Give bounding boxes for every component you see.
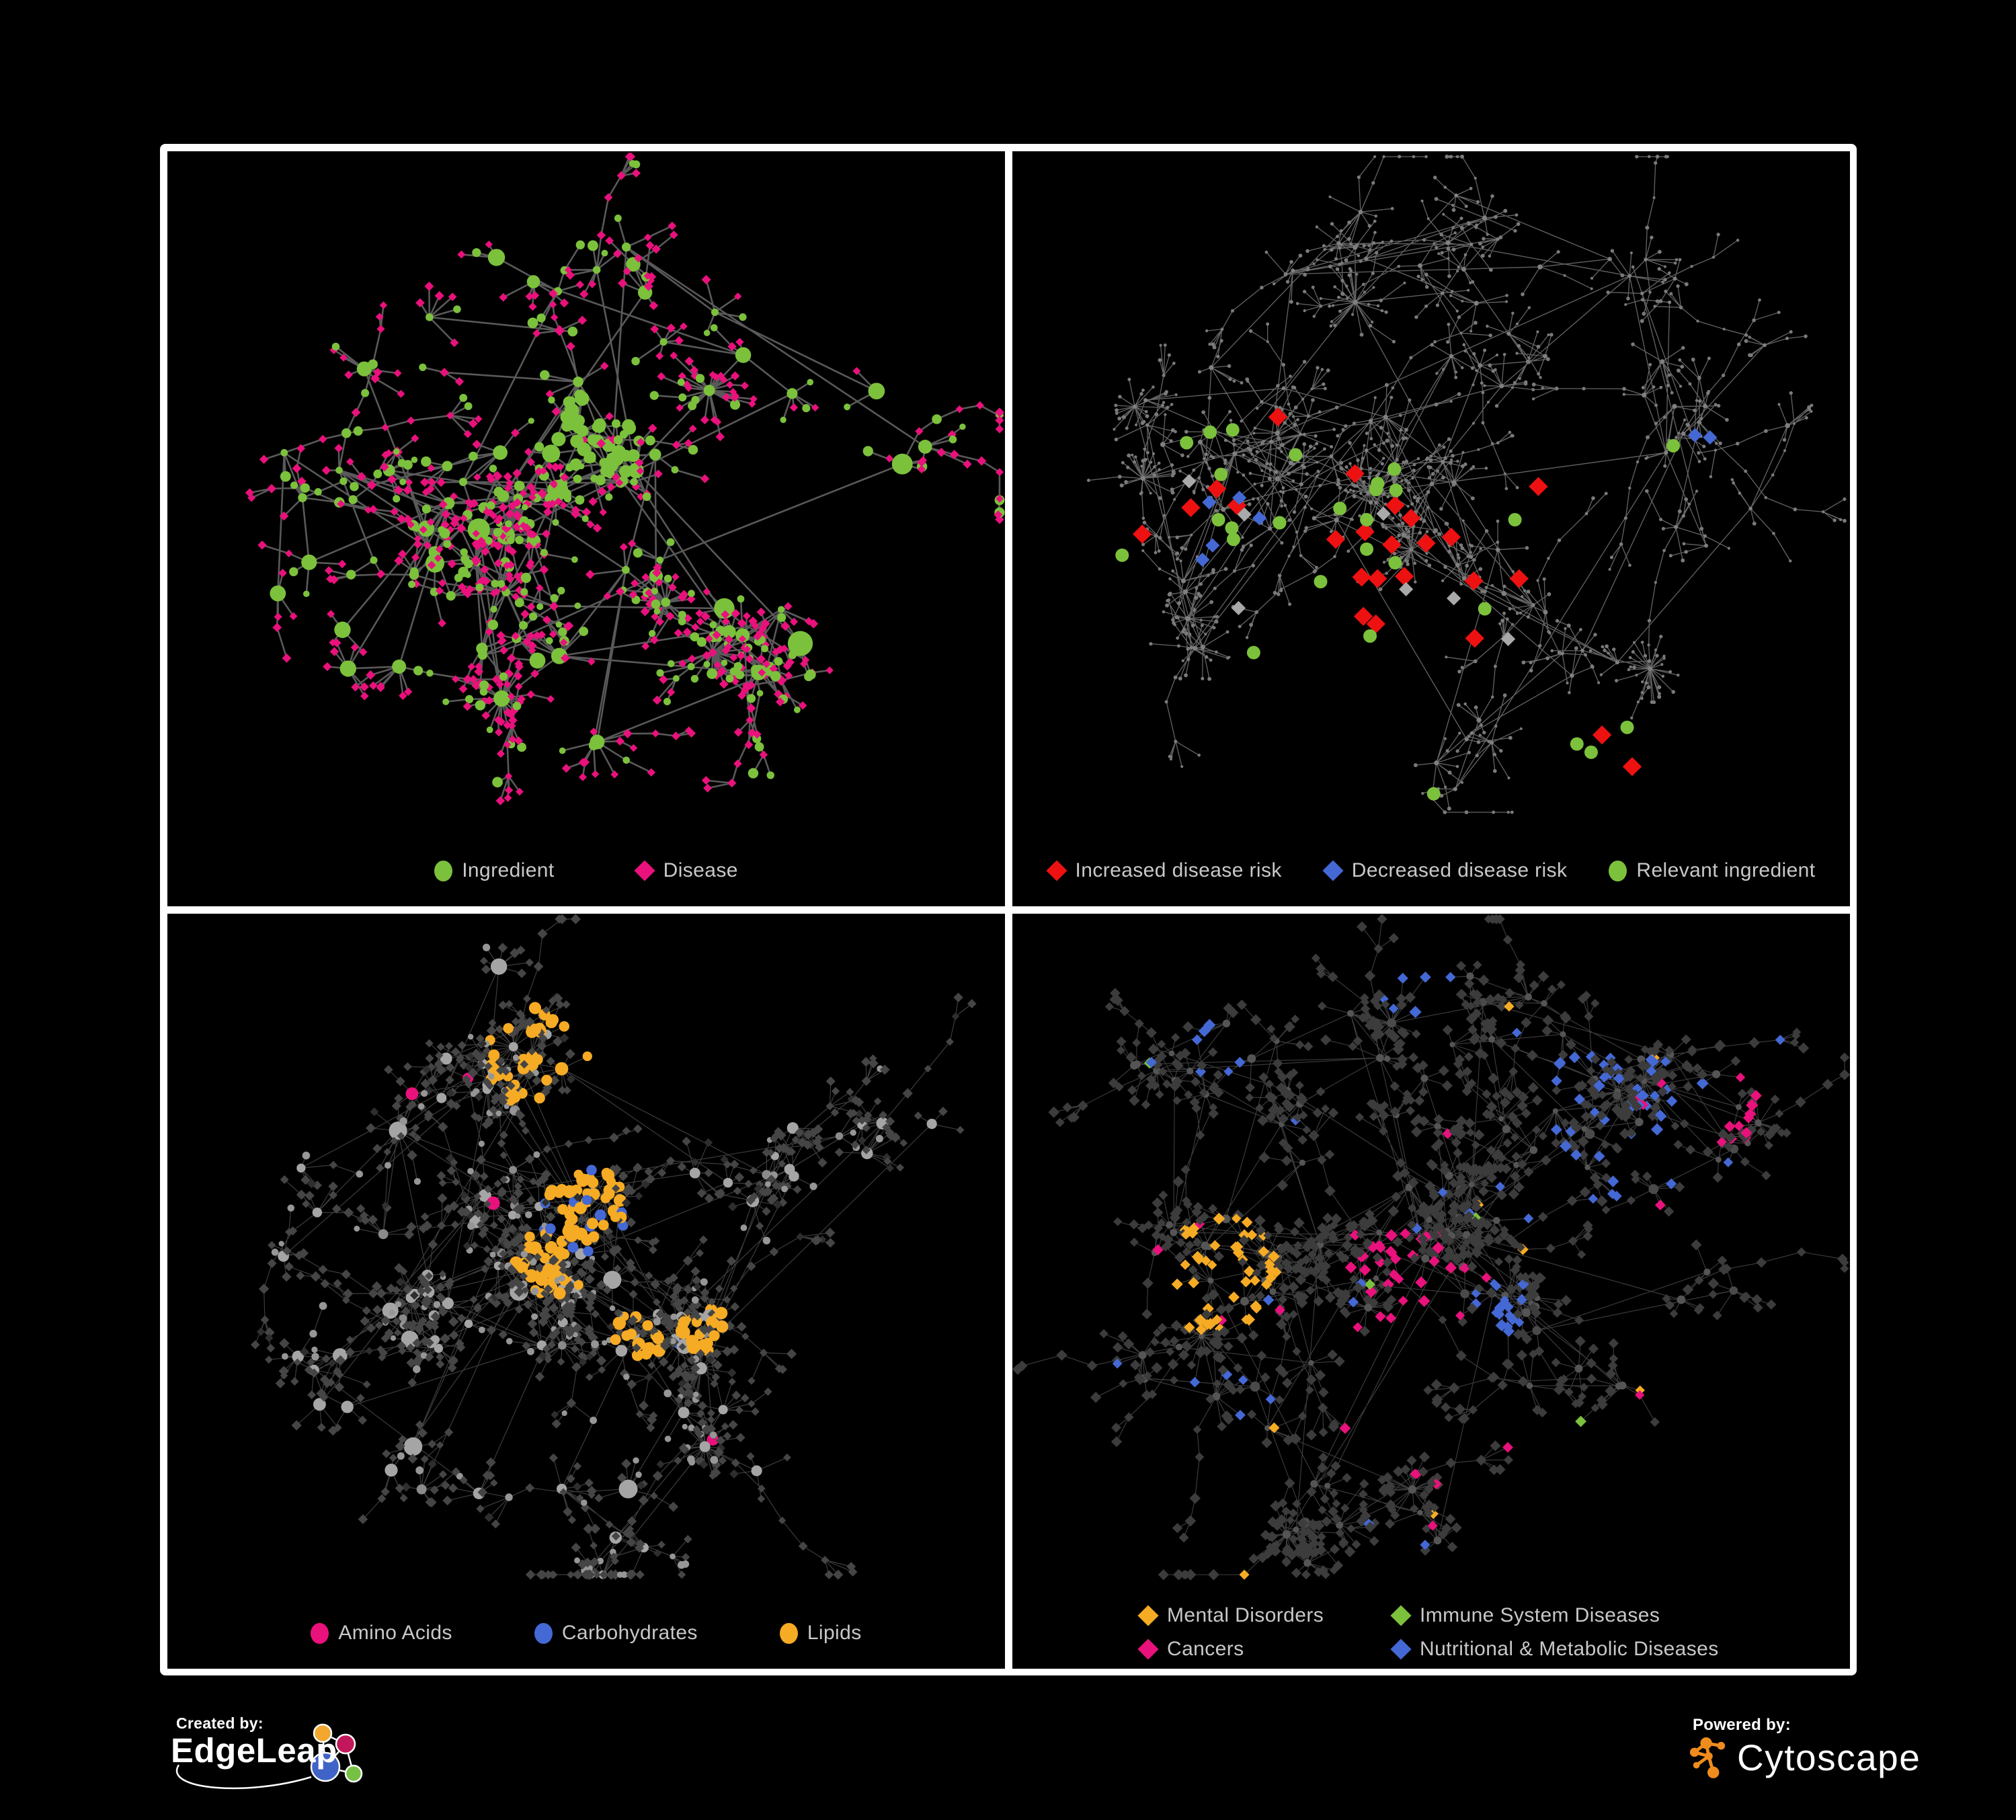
network-nodes — [1012, 914, 1850, 1581]
legend-item: Decreased disease risk — [1322, 859, 1568, 882]
legend-label: Carbohydrates — [561, 1622, 698, 1644]
panel-separator-horizontal — [160, 906, 1857, 914]
network-nodes — [245, 152, 1005, 805]
legend-label: Increased disease risk — [1075, 859, 1282, 881]
network-nodes — [1086, 155, 1847, 815]
ingredient-circle-icon — [434, 860, 453, 881]
uncertain-risk-nodes — [1182, 474, 1516, 647]
lipids-circle-icon — [779, 1622, 798, 1644]
legend-label: Immune System Diseases — [1420, 1604, 1660, 1626]
legend-label: Mental Disorders — [1167, 1604, 1324, 1626]
network-nodes — [250, 914, 977, 1580]
immune-system-diamond-icon — [1390, 1605, 1412, 1626]
decreased-risk-diamond-icon — [1322, 860, 1344, 881]
nutritional-metabolic-diamond-icon — [1390, 1638, 1412, 1660]
cytoscape-logo-icon — [1689, 1737, 1726, 1778]
disease-diamond-icon — [634, 860, 655, 881]
legend-nutrient-classes: Amino Acids Carbohydrates Lipids — [167, 1622, 1005, 1645]
legend-label: Decreased disease risk — [1351, 859, 1568, 881]
carbohydrates-circle-icon — [534, 1622, 553, 1644]
increased-disease-risk-nodes — [1133, 407, 1642, 777]
legend-item: Increased disease risk — [1045, 859, 1282, 882]
legend-item: Relevant ingredient — [1609, 859, 1815, 882]
legend-label: Nutritional & Metabolic Diseases — [1420, 1638, 1719, 1660]
network-disease-risk — [1086, 155, 1847, 815]
relevant-ingredient-circle-icon — [1609, 860, 1627, 881]
legend-disease-classes: Mental Disorders Immune System Diseases Ca… — [1137, 1604, 1850, 1661]
panel-ingredient-disease: Ingredient Disease — [167, 151, 1005, 906]
legend-ingredient-disease: Ingredient Disease — [167, 859, 1005, 882]
network-disease-classes — [1012, 914, 1850, 1581]
legend-item: Carbohydrates — [534, 1622, 698, 1645]
cancers-diamond-icon — [1137, 1638, 1159, 1660]
cytoscape-wordmark: Cytoscape — [1737, 1736, 1921, 1778]
mental-disorders-diamond-icon — [1137, 1605, 1159, 1626]
created-by-label: Created by: — [176, 1714, 264, 1732]
legend-label: Amino Acids — [338, 1622, 452, 1644]
legend-disease-risk: Increased disease risk Decreased disease … — [1012, 859, 1850, 882]
legend-item: Disease — [634, 859, 738, 882]
network-ingredient-disease — [245, 152, 1005, 805]
legend-label: Lipids — [807, 1622, 862, 1644]
relevant-ingredient-nodes — [1115, 423, 1681, 801]
cytoscape-credit: Powered by: Cytoscape — [1689, 1716, 1971, 1796]
legend-item: Immune System Diseases — [1390, 1604, 1719, 1627]
legend-label: Ingredient — [462, 859, 555, 881]
panel-disease-classes: Mental Disorders Immune System Diseases Ca… — [1012, 914, 1850, 1669]
legend-item: Amino Acids — [311, 1622, 452, 1645]
network-edges — [1017, 918, 1845, 1575]
legend-label: Disease — [663, 859, 738, 881]
legend-item: Ingredient — [434, 859, 554, 882]
edgeleap-credit: Created by: EdgeLeap — [167, 1714, 368, 1798]
powered-by-label: Powered by: — [1693, 1716, 1791, 1734]
network-nutrient-classes — [250, 914, 977, 1580]
legend-label: Cancers — [1167, 1638, 1244, 1660]
edgeleap-logo-icon — [176, 1723, 363, 1790]
legend-item: Lipids — [779, 1622, 862, 1645]
legend-label: Relevant ingredient — [1636, 859, 1816, 881]
increased-risk-diamond-icon — [1045, 860, 1067, 881]
panel-nutrient-classes: Amino Acids Carbohydrates Lipids — [167, 914, 1005, 1669]
edgeleap-wordmark: EdgeLeap — [171, 1731, 337, 1770]
amino-acids-circle-icon — [311, 1622, 329, 1644]
legend-item: Cancers — [1137, 1638, 1392, 1661]
legend-item: Nutritional & Metabolic Diseases — [1390, 1638, 1719, 1661]
legend-item: Mental Disorders — [1137, 1604, 1392, 1627]
panel-disease-risk: Increased disease risk Decreased disease … — [1012, 151, 1850, 906]
